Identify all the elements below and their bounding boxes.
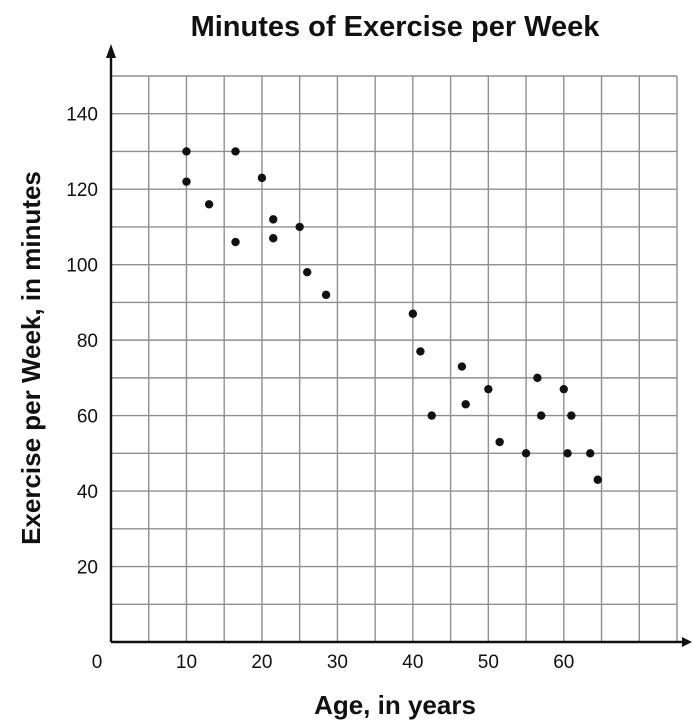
- chart-title: Minutes of Exercise per Week: [191, 11, 601, 43]
- data-point: [231, 147, 240, 156]
- x-axis-arrow-icon: [682, 637, 692, 647]
- y-axis-title: Exercise per Week, in minutes: [16, 171, 46, 545]
- data-point: [536, 411, 546, 420]
- data-point: [521, 449, 531, 458]
- data-point: [269, 234, 278, 243]
- x-axis-title: Age, in years: [314, 690, 476, 720]
- data-point: [461, 400, 470, 409]
- x-tick-label: 60: [553, 652, 574, 673]
- data-point: [533, 373, 542, 383]
- data-point: [182, 177, 191, 186]
- y-tick-label: 80: [77, 331, 98, 352]
- data-point: [484, 384, 493, 394]
- y-tick-label: 140: [66, 105, 98, 126]
- y-tick-label: 120: [66, 180, 98, 201]
- data-point: [586, 449, 595, 458]
- data-point: [182, 147, 191, 156]
- origin-label: 0: [92, 652, 103, 673]
- y-tick-label: 40: [77, 482, 98, 503]
- x-tick-label: 20: [251, 652, 272, 673]
- x-tick-label: 40: [402, 652, 423, 673]
- data-point: [427, 411, 436, 420]
- data-point: [269, 215, 278, 224]
- axes: [106, 44, 692, 647]
- y-axis-arrow-icon: [106, 44, 116, 58]
- tick-labels: 10 20 30 40 50 60 20 40 60 80 100 120 140 0: [66, 105, 574, 673]
- x-tick-label: 10: [176, 652, 197, 673]
- x-tick-label: 50: [478, 652, 499, 673]
- y-tick-label: 100: [66, 256, 98, 277]
- grid: [111, 75, 678, 642]
- data-points: [182, 147, 602, 484]
- x-tick-label: 30: [327, 652, 348, 673]
- data-point: [231, 237, 240, 247]
- y-tick-label: 20: [77, 558, 98, 579]
- data-point: [295, 222, 304, 232]
- data-point: [457, 362, 467, 371]
- data-point: [321, 290, 331, 300]
- y-tick-label: 60: [77, 407, 98, 428]
- data-point: [563, 449, 572, 458]
- data-point: [495, 437, 504, 447]
- data-point: [416, 347, 425, 356]
- data-point: [559, 384, 568, 394]
- data-point: [257, 173, 267, 183]
- data-point: [567, 411, 576, 420]
- data-point: [593, 475, 602, 484]
- data-point: [303, 268, 312, 277]
- data-point: [204, 200, 214, 209]
- data-point: [408, 309, 418, 318]
